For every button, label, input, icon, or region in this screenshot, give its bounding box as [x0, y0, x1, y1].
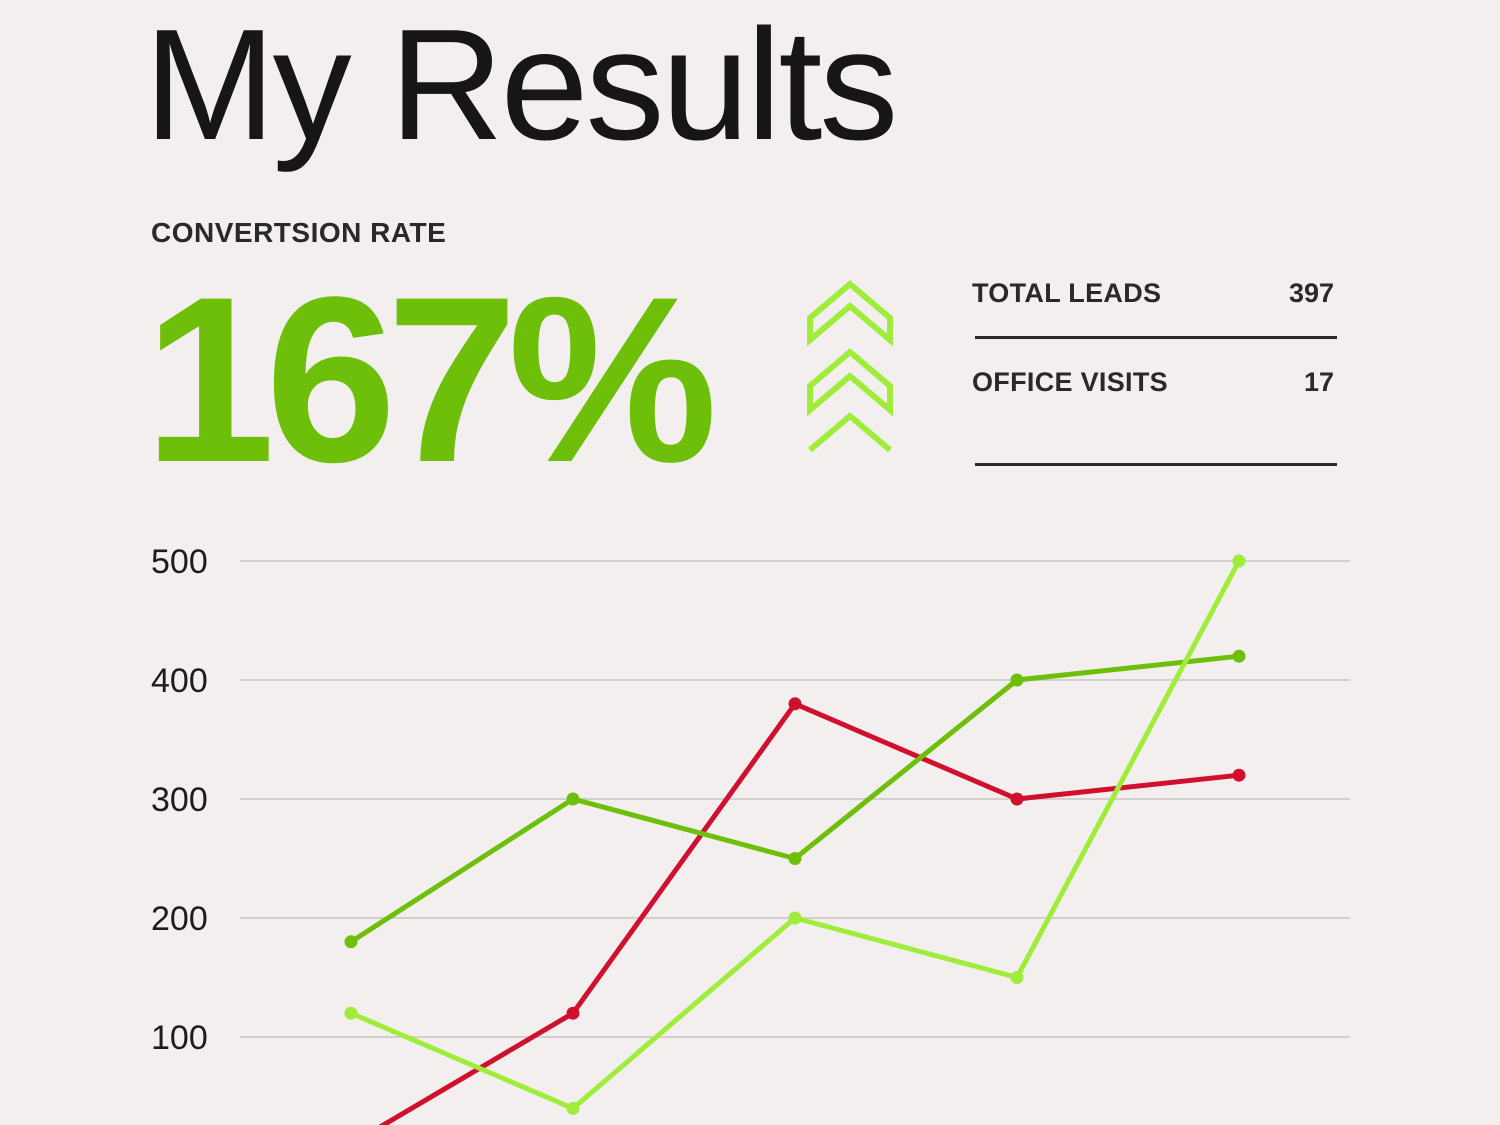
stat-label: TOTAL LEADS	[972, 278, 1162, 308]
series-line-3	[348, 558, 1242, 1111]
data-point	[788, 911, 802, 925]
data-point	[566, 792, 580, 806]
stat-value: 17	[1303, 367, 1334, 397]
data-point	[1232, 649, 1246, 663]
stat-total-leads: TOTAL LEADS 397	[972, 278, 1334, 314]
data-point	[344, 935, 358, 949]
data-point	[1010, 971, 1024, 984]
conversion-rate-value: 167%	[144, 248, 718, 512]
conversion-rate-label: CONVERTSION RATE	[151, 217, 447, 248]
page-title: My Results	[144, 0, 898, 173]
data-point	[344, 1006, 358, 1020]
y-tick-label: 200	[151, 900, 208, 938]
y-tick-label: 400	[151, 662, 208, 700]
triple-chevron-up-icon	[807, 280, 893, 453]
y-tick-label: 100	[151, 1019, 208, 1057]
data-point	[566, 1101, 580, 1115]
data-point	[1232, 554, 1246, 568]
y-tick-label: 300	[151, 781, 208, 819]
divider	[975, 463, 1337, 466]
data-point	[566, 1006, 580, 1020]
data-point	[788, 697, 802, 711]
data-point	[788, 852, 802, 865]
data-point	[1232, 768, 1246, 782]
y-tick-label: 500	[151, 543, 208, 581]
divider	[975, 336, 1337, 339]
stat-label: OFFICE VISITS	[972, 367, 1168, 397]
stat-value: 397	[1288, 278, 1334, 308]
data-point	[1010, 792, 1024, 806]
data-point	[1010, 673, 1024, 687]
stat-office-visits: OFFICE VISITS 17	[972, 367, 1334, 403]
